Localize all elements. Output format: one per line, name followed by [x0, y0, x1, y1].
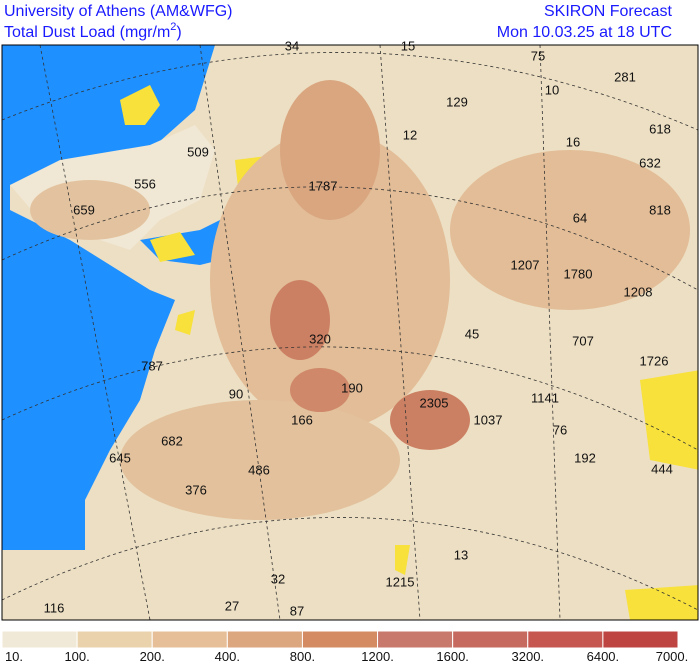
colorbar-swatch — [301, 630, 379, 649]
colorbar-level-label: 800. — [290, 649, 315, 662]
dust-value-label: 10 — [545, 82, 559, 97]
dust-value-label: 556 — [134, 176, 156, 191]
dust-value-label: 90 — [229, 386, 243, 401]
dust-value-label: 1726 — [640, 353, 669, 368]
dust-value-label: 1215 — [386, 574, 415, 589]
institution: University of Athens (AM&WFG) — [4, 3, 233, 20]
dust-value-label: 376 — [185, 482, 207, 497]
colorbar-level-label: 100. — [64, 649, 89, 662]
dust-value-label: 659 — [73, 202, 95, 217]
dust-value-label: 787 — [141, 358, 163, 373]
dust-value-label: 645 — [109, 450, 131, 465]
dust-value-label: 64 — [573, 210, 587, 225]
dust-value-label: 1208 — [624, 284, 653, 299]
valid-time: Mon 10.03.25 at 18 UTC — [497, 24, 672, 41]
dust-value-label: 1141 — [531, 390, 559, 405]
dust-value-label: 632 — [639, 155, 661, 170]
dust-value-label: 87 — [290, 603, 304, 618]
model-name: SKIRON Forecast — [544, 3, 673, 20]
dust-value-label: 1037 — [474, 412, 503, 427]
dust-core — [280, 80, 380, 220]
dust-value-label: 1780 — [564, 266, 593, 281]
variable: Total Dust Load (mgr/m2) — [4, 21, 182, 41]
dust-value-label: 45 — [465, 326, 479, 341]
dust-value-label: 618 — [649, 121, 671, 136]
map-labels: 34 15 75 281 129 10 618 12 16 509 556 632 1787 659 64 8… — [44, 38, 673, 618]
colorbar-level-label: 1600. — [436, 649, 469, 662]
colorbar-level-label: 3200. — [512, 649, 545, 662]
dust-value-label: 27 — [225, 598, 239, 613]
dust-area — [210, 130, 450, 430]
dust-value-label: 509 — [187, 144, 209, 159]
colorbar-swatch — [226, 630, 303, 649]
dust-value-label: 682 — [161, 433, 183, 448]
dust-value-label: 486 — [248, 462, 270, 477]
colorbar-level-label: 200. — [140, 649, 165, 662]
dust-value-label: 34 — [285, 38, 299, 53]
colorbar-swatch — [527, 630, 604, 649]
colorbar-swatch — [1, 630, 78, 649]
colorbar-level-label: 6400. — [587, 649, 620, 662]
dust-area — [450, 150, 690, 310]
variable-close: ) — [176, 24, 181, 41]
dust-core — [270, 280, 330, 360]
island-patch — [120, 85, 160, 125]
dust-value-label: 444 — [651, 461, 673, 476]
dust-value-label: 1787 — [309, 178, 338, 193]
colorbar-level-label: 1200. — [361, 649, 394, 662]
dust-value-label: 190 — [341, 380, 363, 395]
dust-value-label: 192 — [574, 450, 596, 465]
dust-value-label: 13 — [454, 547, 468, 562]
dust-value-label: 320 — [309, 331, 331, 346]
colorbar-level-label: 7000. — [656, 649, 689, 662]
dust-value-label: 281 — [614, 69, 636, 84]
colorbar: 10. 100. 200. 400. 800. 1200. 1600. 3200. 6400. 7… — [1, 630, 689, 662]
colorbar-level-label: 10. — [5, 649, 23, 662]
dust-core — [390, 390, 470, 450]
dust-value-label: 75 — [531, 48, 545, 63]
dust-value-label: 15 — [401, 38, 415, 53]
dust-value-label: 76 — [553, 422, 567, 437]
dust-value-label: 32 — [271, 571, 285, 586]
dust-value-label: 166 — [291, 412, 313, 427]
colorbar-level-label: 400. — [215, 649, 240, 662]
dust-area — [120, 400, 400, 520]
dust-value-label: 12 — [403, 127, 417, 142]
dust-value-label: 16 — [566, 134, 580, 149]
dust-value-label: 1207 — [511, 257, 540, 272]
variable-superscript: 2 — [170, 21, 176, 33]
map — [1, 44, 699, 621]
colorbar-swatch — [151, 630, 228, 649]
dust-area — [30, 180, 150, 240]
map-frame — [1, 44, 699, 621]
dust-value-label: 116 — [44, 600, 65, 615]
dust-core — [290, 368, 350, 412]
colorbar-swatch — [377, 630, 454, 649]
colorbar-swatch — [452, 630, 529, 649]
colorbar-swatch — [602, 630, 679, 649]
dust-value-label: 707 — [572, 333, 594, 348]
graticule — [2, 45, 698, 620]
variable-text: Total Dust Load (mgr/m — [4, 24, 170, 41]
colorbar-swatch — [76, 630, 153, 649]
dust-value-label: 818 — [649, 202, 671, 217]
dust-value-label: 129 — [446, 94, 468, 109]
dust-value-label: 2305 — [420, 395, 449, 410]
